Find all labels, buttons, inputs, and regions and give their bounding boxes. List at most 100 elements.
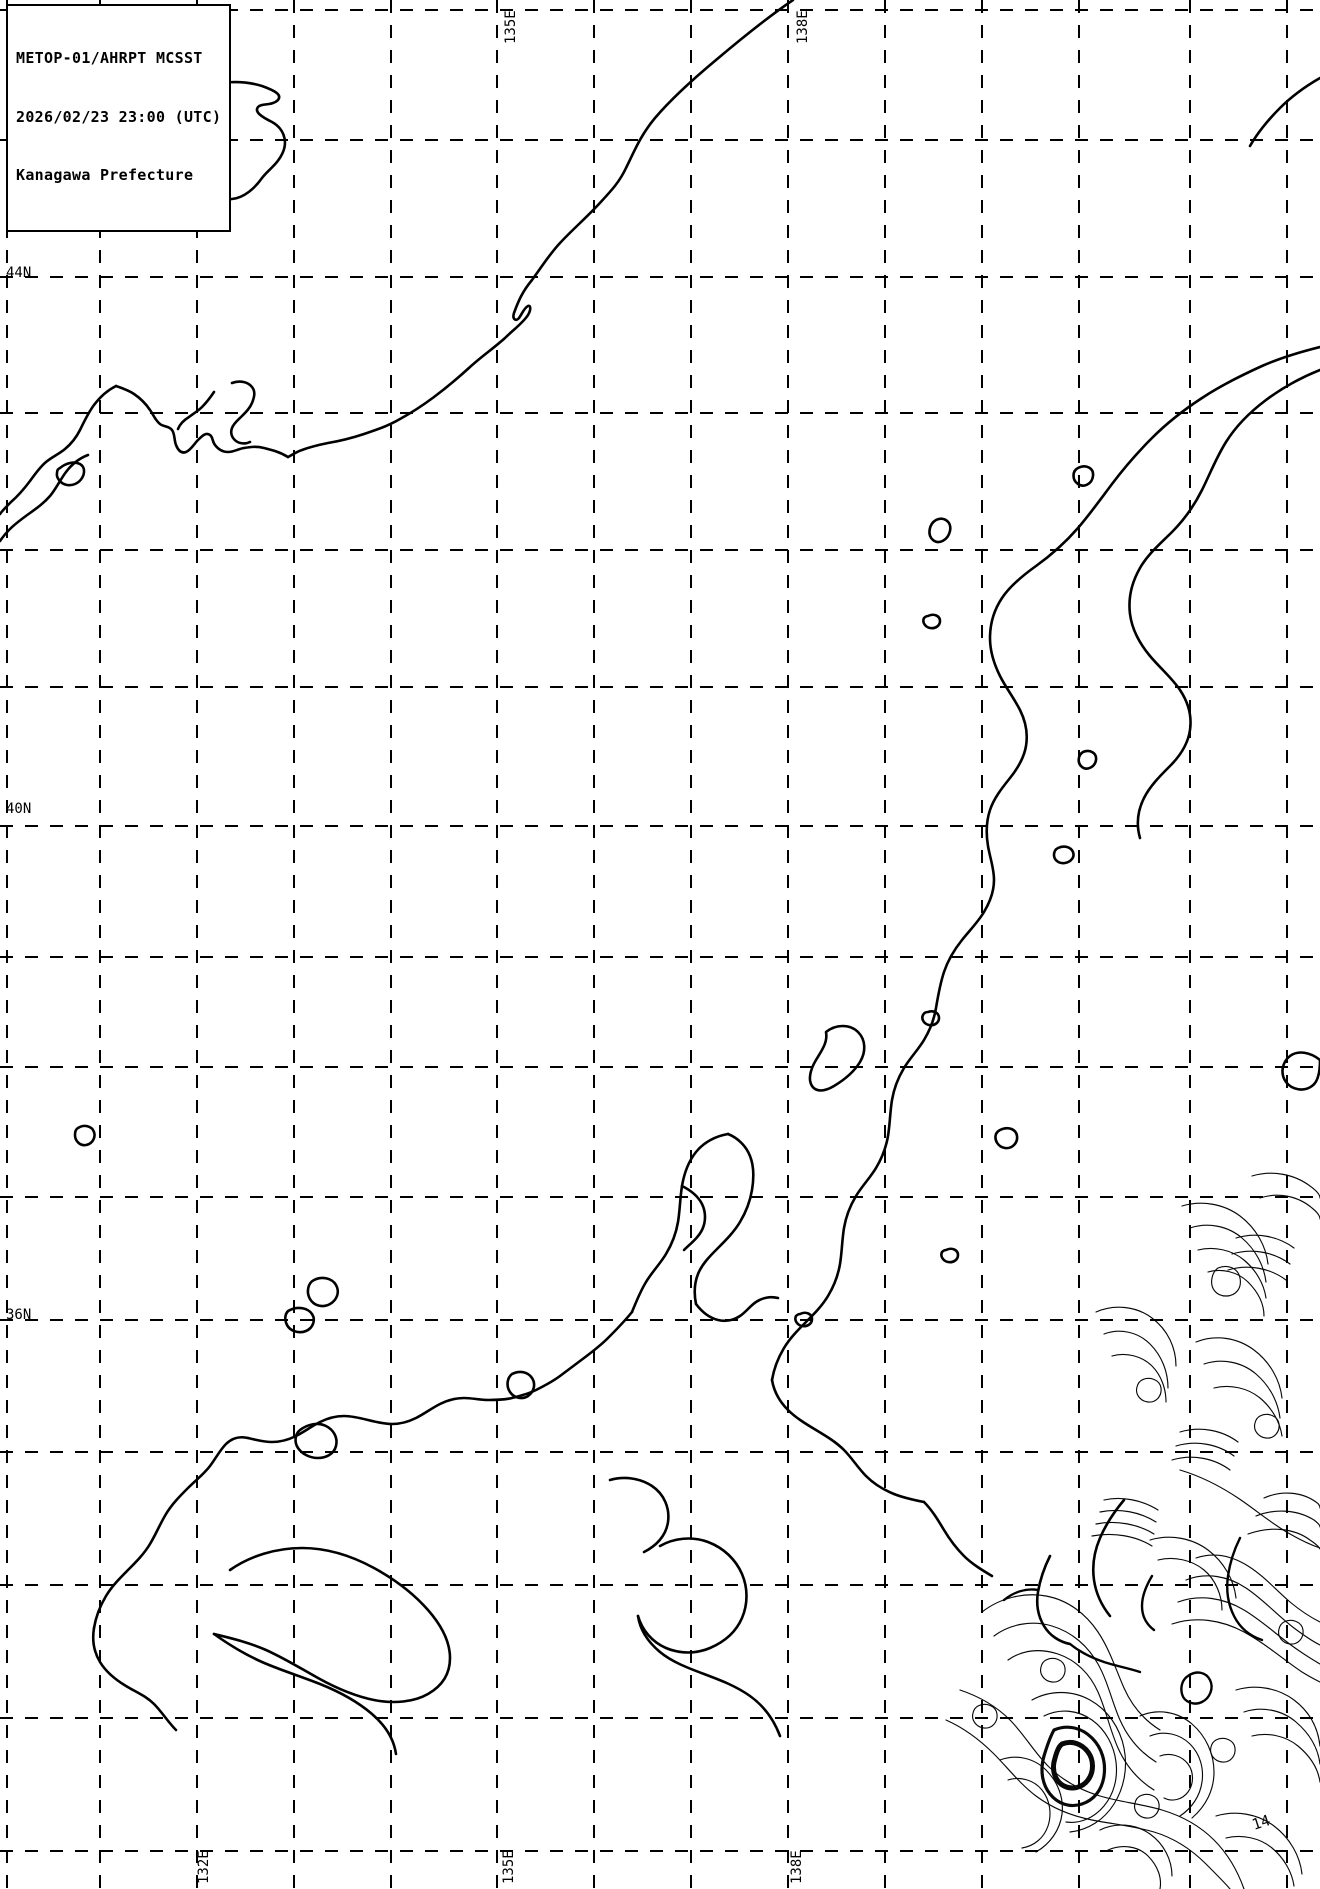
sst-contour <box>1099 1509 1157 1523</box>
coastline-shikoku <box>212 1546 452 1704</box>
coastline-nw-bay <box>0 453 90 543</box>
coastline-chugoku-west <box>92 1435 250 1630</box>
sst-contour <box>1177 1597 1320 1665</box>
sst-contour <box>1157 1557 1223 1611</box>
sst-contour <box>1277 1619 1304 1645</box>
sst-contour <box>1043 1710 1118 1823</box>
lat-label-44n: 44N <box>6 265 32 281</box>
sst-contour <box>1179 1469 1320 1549</box>
coastline-far-right-1 <box>1281 1051 1320 1091</box>
coastline-islet-6 <box>928 517 952 544</box>
sst-contour <box>1175 1442 1235 1457</box>
lon-label-bottom-135e: 135E <box>501 1850 517 1884</box>
coastline-izu-west <box>1002 1588 1040 1602</box>
lon-label-bottom-138e: 138E <box>789 1850 805 1884</box>
coastline-kyushu-north <box>91 1626 178 1732</box>
sst-contour <box>1095 1521 1155 1535</box>
sst-contour <box>1215 1812 1303 1875</box>
sst-contour <box>1171 1456 1231 1471</box>
sst-contour <box>1179 1428 1239 1443</box>
title-box: METOP-01/AHRPT MCSST 2026/02/23 23:00 (U… <box>6 4 232 232</box>
coastline-peninsula-a <box>176 390 216 431</box>
coastline-islet-5 <box>922 613 942 630</box>
sst-contour <box>1171 1619 1320 1683</box>
lon-label-top-138e: 138E <box>795 10 811 44</box>
sst-contour <box>1207 1269 1265 1317</box>
coastline-noto-peninsula <box>630 1132 730 1314</box>
coastline-right-mainland <box>1248 76 1320 148</box>
sst-contour <box>1235 1686 1320 1747</box>
sst-contour <box>1263 1492 1320 1509</box>
sst-contour <box>1253 1413 1280 1439</box>
coastline-kanto-pacific <box>770 1378 926 1504</box>
coastline-kanto-detail <box>1002 1536 1264 1705</box>
sst-contour <box>1149 1536 1237 1599</box>
coastline-mainland-far-nw <box>0 384 118 516</box>
sst-contour <box>981 1594 1161 1731</box>
sst-contour <box>1243 1708 1320 1765</box>
coastline-tokyo-bay <box>1091 1498 1126 1618</box>
sst-contour <box>999 1756 1063 1853</box>
sst-contour <box>1259 1194 1320 1220</box>
sst-contour <box>945 1719 1231 1889</box>
sst-contour <box>1195 1554 1320 1623</box>
coastline-oki-island <box>306 1276 340 1308</box>
sst-contour <box>1251 1172 1320 1199</box>
coastline-kanto-boso <box>922 1500 994 1578</box>
contour-label: 14 <box>1250 1811 1273 1834</box>
lat-label-36n: 36N <box>6 1307 32 1323</box>
sst-contour <box>1099 1824 1173 1877</box>
sst-contour <box>1107 1846 1162 1889</box>
sst-contour <box>1189 1224 1267 1283</box>
sst-contour <box>1211 1265 1241 1297</box>
coastline-shikoku-south <box>212 1632 398 1756</box>
lon-label-bottom-132e: 132E <box>196 1850 212 1884</box>
sst-contour <box>1181 1202 1269 1265</box>
sst-contour <box>1051 1739 1095 1791</box>
coastline-honshu-northeast <box>770 345 1320 1382</box>
sst-contour <box>1031 1691 1127 1833</box>
coastline-izu-peninsula-main <box>1035 1554 1072 1646</box>
sst-contour <box>1225 1835 1295 1887</box>
lat-label-40n: 40N <box>6 801 32 817</box>
sst-contour <box>1039 1657 1066 1683</box>
sst-contour <box>1231 1250 1291 1265</box>
sst-contours: 14 <box>945 1172 1320 1889</box>
sst-contour <box>1235 1234 1295 1249</box>
sst-contour <box>1111 1353 1167 1403</box>
coastline-islet-10 <box>794 1311 814 1328</box>
sst-contour <box>1133 1793 1160 1819</box>
coastline-islet-7 <box>1072 465 1095 487</box>
coastline-inland-sea-2 <box>506 1370 536 1400</box>
coastline-nw-small <box>55 461 86 487</box>
sst-contour <box>993 1622 1157 1763</box>
coastline-izu-oshima <box>1180 1671 1213 1705</box>
coastline-islet-8 <box>1077 749 1098 770</box>
sst-contour <box>1139 1711 1215 1819</box>
coastline-hokkaido-sw <box>229 380 256 445</box>
sst-contour <box>1209 1737 1236 1763</box>
coastline-russia-sakhalin <box>286 0 795 459</box>
coastline-right-mainland2 <box>1128 368 1320 840</box>
title-line-product: METOP-01/AHRPT MCSST <box>16 49 203 67</box>
coastline-honshu-seaofjapan <box>246 1310 634 1444</box>
coastline-noto-bay <box>694 1295 780 1323</box>
title-line-datetime: 2026/02/23 23:00 (UTC) <box>16 107 222 126</box>
sst-contour <box>959 1689 1245 1889</box>
coastline-oki-small <box>284 1306 316 1334</box>
coastline-islet-4 <box>921 1010 941 1027</box>
sst-contour <box>1135 1377 1162 1403</box>
sst-contour <box>1255 1510 1320 1528</box>
sst-contour <box>1195 1337 1283 1399</box>
coastline-honshu-inner-s <box>608 1476 670 1554</box>
sst-contour <box>1091 1533 1153 1547</box>
lon-label-top-135e: 135E <box>503 10 519 44</box>
sst-contour <box>1251 1733 1320 1783</box>
sst-contour <box>1197 1247 1267 1299</box>
coastline-kii-south <box>636 1614 782 1738</box>
coastline-islet-3 <box>994 1126 1019 1150</box>
sst-contour <box>1203 1360 1281 1419</box>
